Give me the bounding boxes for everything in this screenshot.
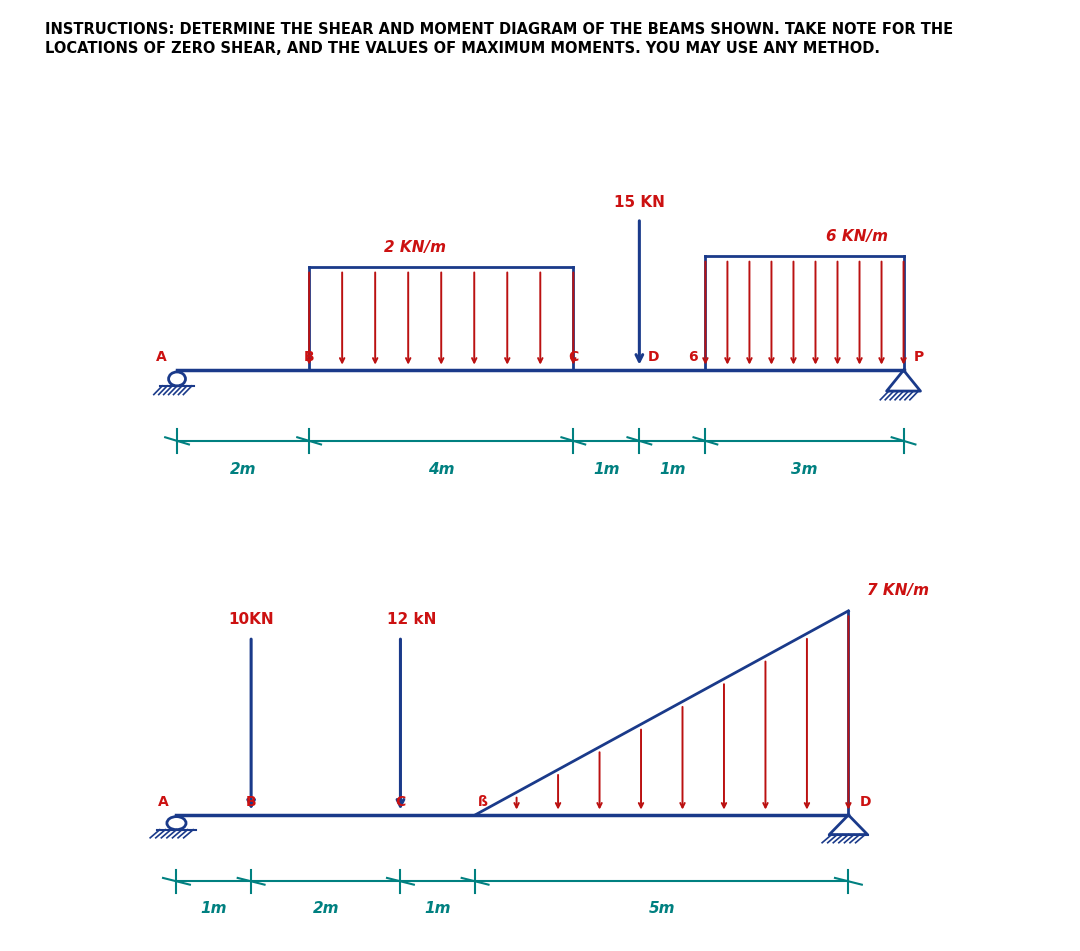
Text: 3m: 3m [792,461,818,476]
Text: ß: ß [477,795,487,809]
Text: 15 KN: 15 KN [613,195,665,210]
Text: 1m: 1m [659,461,686,476]
Text: LOCATIONS OF ZERO SHEAR, AND THE VALUES OF MAXIMUM MOMENTS. YOU MAY USE ANY METH: LOCATIONS OF ZERO SHEAR, AND THE VALUES … [45,41,880,56]
Text: INSTRUCTIONS: DETERMINE THE SHEAR AND MOMENT DIAGRAM OF THE BEAMS SHOWN. TAKE NO: INSTRUCTIONS: DETERMINE THE SHEAR AND MO… [45,22,954,37]
Text: 1m: 1m [424,901,451,916]
Text: D: D [647,350,659,363]
Text: 5m: 5m [648,901,675,916]
Text: 12 kN: 12 kN [387,612,436,627]
Text: 4m: 4m [428,461,455,476]
Text: 7 KN/m: 7 KN/m [867,583,929,598]
Text: 6 KN/m: 6 KN/m [826,229,889,244]
Text: A: A [159,795,168,809]
Text: C: C [568,350,579,363]
Text: D: D [860,795,872,809]
Text: A: A [157,350,167,363]
Text: P: P [914,350,923,363]
Text: 2m: 2m [230,461,256,476]
Text: 1m: 1m [201,901,227,916]
Text: B: B [246,795,256,809]
Text: 6: 6 [688,350,698,363]
Text: 10KN: 10KN [228,612,274,627]
Text: C: C [395,795,406,809]
Text: 2 KN/m: 2 KN/m [383,240,446,255]
Text: 2m: 2m [312,901,339,916]
Text: 1m: 1m [593,461,620,476]
Text: B: B [303,350,314,363]
